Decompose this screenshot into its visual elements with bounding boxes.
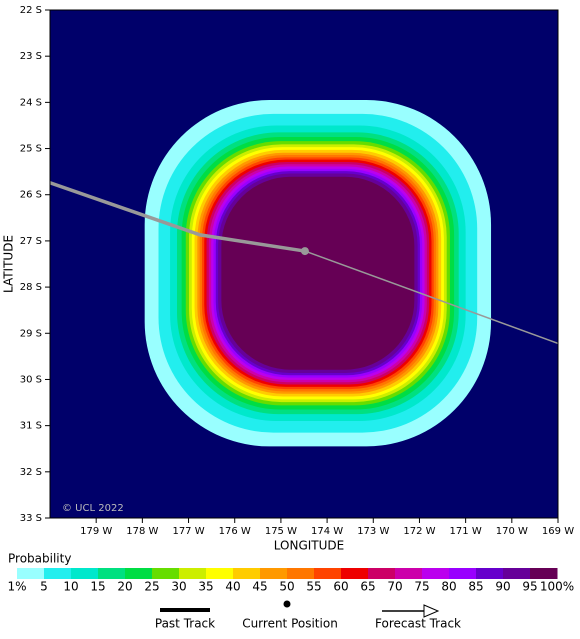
legend-swatch bbox=[44, 568, 72, 579]
x-tick-label: 172 W bbox=[403, 526, 435, 537]
legend-level-label: 25 bbox=[144, 580, 159, 594]
legend-label: Forecast Track bbox=[375, 617, 461, 631]
legend-title: Probability bbox=[8, 552, 71, 566]
y-tick-label: 23 S bbox=[20, 51, 42, 62]
legend-swatch bbox=[314, 568, 342, 579]
legend-swatch bbox=[152, 568, 180, 579]
legend-label: Past Track bbox=[155, 617, 215, 631]
legend-level-label: 80 bbox=[441, 580, 456, 594]
legend-swatch bbox=[476, 568, 504, 579]
legend-level-label: 95 bbox=[522, 580, 537, 594]
plot-area bbox=[50, 10, 558, 518]
legend-swatch bbox=[71, 568, 99, 579]
legend-level-label: 90 bbox=[495, 580, 510, 594]
y-tick-label: 32 S bbox=[20, 467, 42, 478]
track bbox=[50, 181, 306, 253]
x-tick-label: 179 W bbox=[80, 526, 112, 537]
track bbox=[304, 250, 558, 345]
y-tick-label: 28 S bbox=[20, 282, 42, 293]
legend-swatch bbox=[530, 568, 558, 579]
x-tick-label: 171 W bbox=[450, 526, 482, 537]
legend-level-label: 5 bbox=[40, 580, 48, 594]
plot-frame bbox=[49, 9, 559, 519]
y-tick-label: 31 S bbox=[20, 421, 42, 432]
legend-level-label: 20 bbox=[117, 580, 132, 594]
y-tick-label: 30 S bbox=[20, 374, 42, 385]
legend-swatch bbox=[260, 568, 288, 579]
x-tick-label: 176 W bbox=[219, 526, 251, 537]
x-tick-label: 175 W bbox=[265, 526, 297, 537]
legend-level-label: 1% bbox=[7, 580, 26, 594]
legend-swatch bbox=[206, 568, 234, 579]
x-tick-label: 174 W bbox=[311, 526, 343, 537]
legend-level-label: 65 bbox=[360, 580, 375, 594]
legend-level-label: 50 bbox=[279, 580, 294, 594]
legend-level-label: 75 bbox=[414, 580, 429, 594]
legend-level-label: 60 bbox=[333, 580, 348, 594]
y-tick-label: 27 S bbox=[20, 236, 42, 247]
legend-label: Current Position bbox=[242, 617, 338, 631]
probability-contour bbox=[221, 176, 415, 370]
legend-swatch bbox=[503, 568, 531, 579]
legend-level-label: 85 bbox=[468, 580, 483, 594]
legend-swatch bbox=[395, 568, 423, 579]
legend-level-label: 45 bbox=[252, 580, 267, 594]
legend-swatch bbox=[287, 568, 315, 579]
x-tick-label: 173 W bbox=[357, 526, 389, 537]
legend-level-label: 15 bbox=[90, 580, 105, 594]
y-tick-label: 24 S bbox=[20, 97, 42, 108]
legend-swatch bbox=[125, 568, 153, 579]
legend-level-label: 100% bbox=[540, 580, 574, 594]
legend-level-label: 40 bbox=[225, 580, 240, 594]
y-tick-label: 26 S bbox=[20, 190, 42, 201]
legend-swatch bbox=[17, 568, 45, 579]
legend-swatch bbox=[368, 568, 396, 579]
y-tick-label: 25 S bbox=[20, 144, 42, 155]
legend-swatch bbox=[179, 568, 207, 579]
legend-level-label: 55 bbox=[306, 580, 321, 594]
legend-swatch bbox=[449, 568, 477, 579]
x-tick-label: 177 W bbox=[172, 526, 204, 537]
x-axis-title: LONGITUDE bbox=[274, 539, 344, 553]
legend-level-label: 30 bbox=[171, 580, 186, 594]
position-icon bbox=[283, 600, 291, 608]
x-tick-label: 169 W bbox=[542, 526, 574, 537]
legend-swatch bbox=[233, 568, 261, 579]
y-tick-label: 29 S bbox=[20, 328, 42, 339]
legend-swatch bbox=[98, 568, 126, 579]
legend-level-label: 10 bbox=[63, 580, 78, 594]
legend-level-label: 35 bbox=[198, 580, 213, 594]
y-tick-label: 33 S bbox=[20, 513, 42, 524]
y-tick-label: 22 S bbox=[20, 5, 42, 16]
legend-swatch bbox=[341, 568, 369, 579]
copyright: © UCL 2022 bbox=[62, 503, 124, 514]
x-tick-label: 178 W bbox=[126, 526, 158, 537]
arrow-head bbox=[423, 604, 440, 618]
y-axis-title: LATITUDE bbox=[2, 235, 16, 293]
current-position bbox=[300, 247, 309, 256]
legend-level-label: 70 bbox=[387, 580, 402, 594]
legend-swatch bbox=[422, 568, 450, 579]
x-tick-label: 170 W bbox=[496, 526, 528, 537]
